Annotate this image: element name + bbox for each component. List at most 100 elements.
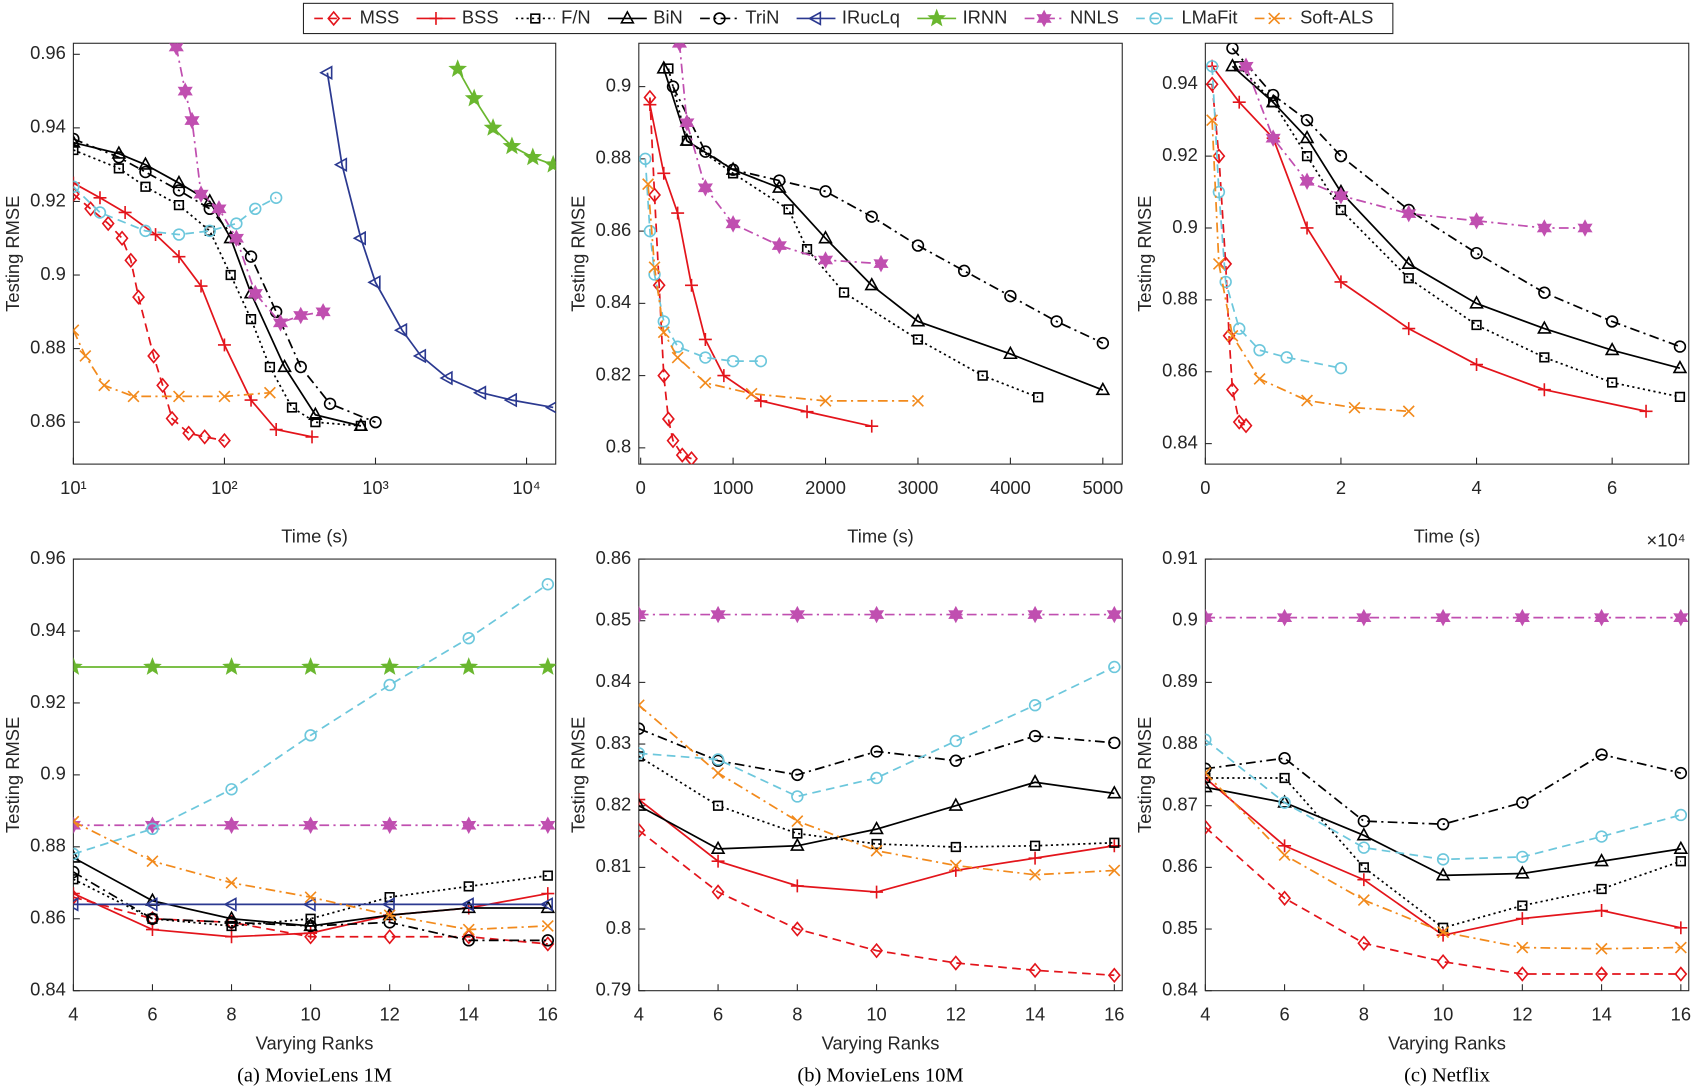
marker: [1674, 921, 1688, 935]
marker: [146, 855, 159, 868]
axes-frame: [638, 42, 1123, 465]
marker: [460, 897, 474, 912]
marker: [269, 423, 283, 436]
marker: [73, 815, 80, 828]
marker: [1357, 894, 1370, 907]
marker: [1596, 883, 1607, 895]
marker: [1109, 837, 1120, 848]
plot-area: [1205, 43, 1688, 434]
marker: [685, 278, 698, 292]
marker: [323, 397, 337, 410]
marker: [1212, 257, 1225, 270]
series-line: [73, 583, 549, 855]
marker: [712, 800, 724, 811]
plot-area: [1205, 608, 1689, 982]
marker: [1516, 850, 1529, 864]
y-tick-label: 0.84: [1162, 431, 1198, 452]
marker: [223, 897, 237, 912]
legend-label: NNLS: [1070, 6, 1119, 27]
marker: [1205, 767, 1212, 780]
marker: [697, 179, 713, 197]
marker: [1402, 405, 1415, 418]
marker: [1435, 608, 1451, 627]
marker: [380, 657, 399, 675]
marker: [1301, 394, 1314, 407]
subplot: 0.84 0.85 0.86 0.87 0.88 0.89 0.9 0.91 4 6 8 10 12 14…: [1134, 547, 1691, 1087]
legend-entry: IRNN: [917, 6, 1007, 27]
marker: [539, 897, 553, 912]
marker: [1471, 319, 1482, 331]
marker: [172, 250, 186, 264]
legend-label: Soft-ALS: [1300, 6, 1373, 27]
marker: [1674, 766, 1688, 780]
marker: [1673, 608, 1689, 627]
marker: [1253, 344, 1266, 357]
marker: [1108, 736, 1121, 749]
marker: [657, 315, 670, 328]
marker: [1300, 221, 1314, 235]
marker: [228, 229, 244, 247]
marker: [791, 790, 804, 803]
marker: [538, 657, 556, 675]
x-tick-label: 14: [1591, 1003, 1611, 1024]
marker: [783, 204, 794, 215]
marker: [541, 919, 554, 932]
y-tick-label: 0.82: [596, 363, 632, 384]
series-line: [456, 68, 554, 166]
marker: [1595, 904, 1609, 918]
marker: [541, 936, 555, 952]
marker: [225, 269, 236, 281]
marker: [1333, 186, 1349, 205]
marker: [93, 206, 107, 219]
marker: [1594, 608, 1610, 627]
marker: [1401, 204, 1417, 223]
legend-label: IRNN: [963, 6, 1008, 27]
y-tick-label: 0.92: [1162, 144, 1198, 165]
x-tick-label: 2: [1336, 477, 1346, 498]
marker: [182, 425, 196, 441]
marker: [643, 224, 657, 238]
x-tick-label: 4: [1471, 477, 1481, 498]
marker: [772, 179, 787, 193]
x-tick-label: 4000: [990, 477, 1031, 498]
marker: [333, 157, 348, 172]
marker: [1205, 733, 1212, 746]
marker: [303, 917, 318, 932]
series-line: [1231, 65, 1681, 369]
marker: [225, 930, 239, 944]
marker: [101, 215, 115, 232]
marker: [1674, 966, 1688, 982]
y-tick-label: 0.86: [30, 907, 66, 928]
marker: [73, 847, 80, 861]
series-line: [1205, 753, 1682, 826]
x-tick-label: 1000: [713, 477, 754, 498]
marker: [1595, 966, 1609, 982]
x-tick-label: 4: [1200, 1003, 1210, 1024]
marker: [168, 43, 184, 56]
marker: [502, 136, 522, 155]
marker: [638, 793, 646, 807]
x-tick-label: 4: [68, 1003, 78, 1024]
marker: [792, 828, 803, 839]
y-tick-label: 0.84: [596, 291, 632, 312]
marker: [249, 202, 262, 215]
marker: [73, 887, 80, 901]
caption: (a) MovieLens 1M: [237, 1065, 392, 1087]
marker: [147, 348, 161, 364]
marker: [225, 876, 238, 889]
marker: [1468, 212, 1485, 230]
x-axis-label: Time (s): [1414, 525, 1481, 546]
marker: [225, 916, 238, 929]
marker: [1357, 873, 1371, 887]
x-axis-label: Varying Ranks: [822, 1032, 940, 1053]
series-line: [638, 798, 1115, 893]
marker: [382, 816, 398, 834]
marker: [1226, 43, 1239, 55]
marker: [1106, 605, 1122, 624]
marker: [245, 314, 257, 325]
marker: [1516, 796, 1529, 809]
marker: [1403, 273, 1414, 284]
marker: [217, 432, 231, 449]
marker: [1515, 966, 1529, 982]
